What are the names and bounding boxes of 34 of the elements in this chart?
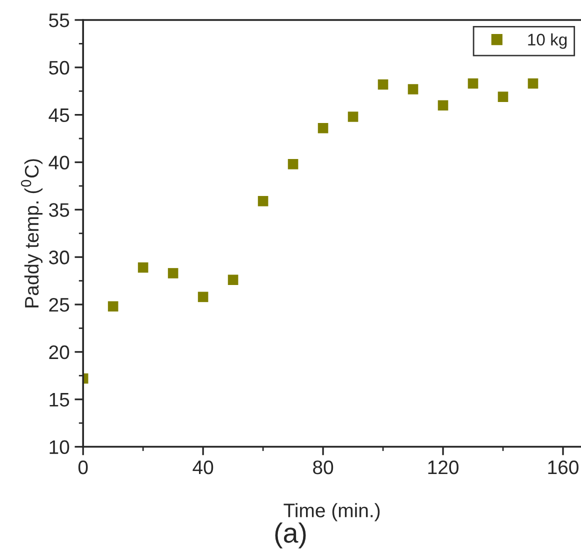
point (108, 301, 118, 312)
y-tick-label: 25 (49, 298, 70, 312)
point (408, 84, 418, 94)
point (348, 112, 358, 122)
point (168, 268, 178, 278)
point (468, 78, 478, 89)
y-tick-label: 30 (49, 250, 70, 264)
point (138, 262, 148, 273)
x-tick-label: 40 (192, 460, 214, 474)
y-tick-label: 35 (49, 203, 70, 217)
y-tick-label: 10 (50, 440, 70, 454)
y-tick-label: 50 (49, 60, 70, 75)
y-axis-title: Paddy temp. ($^{0}$C) (20, 159, 43, 308)
x-tick-label: 160 (548, 460, 578, 474)
x-tick-label: 120 (428, 460, 458, 474)
point (258, 196, 268, 206)
point (318, 122, 328, 134)
point (288, 158, 298, 170)
point (378, 79, 388, 90)
point (528, 78, 538, 89)
y-tick-label: 15 (50, 393, 70, 407)
x-tick-label: 80 (313, 460, 334, 474)
y-tick-label: 40 (48, 156, 70, 170)
point (438, 100, 448, 110)
point (498, 92, 508, 102)
legend-label: 10 kg (528, 33, 567, 49)
point (228, 274, 238, 285)
point (198, 292, 208, 302)
x-tick-label: 0 (78, 460, 88, 474)
y-tick-label: 45 (48, 108, 70, 122)
text: (a) (275, 522, 306, 548)
y-tick-label: 20 (49, 345, 70, 360)
y-tick-label: 55 (49, 14, 70, 28)
x-axis-title: Time (min.) (284, 503, 380, 522)
